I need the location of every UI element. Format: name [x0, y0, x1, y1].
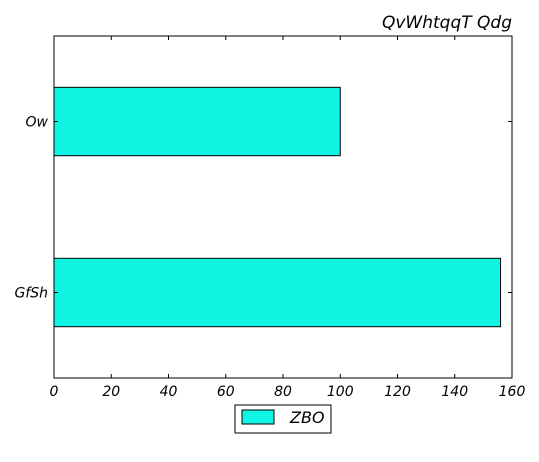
x-tick-label: 60: [217, 384, 235, 400]
x-tick-label: 160: [499, 384, 526, 400]
y-tick-label: Ow: [26, 115, 49, 131]
legend-swatch: [241, 409, 275, 425]
x-tick-label: 120: [384, 384, 411, 400]
bar-GfSh: [53, 257, 502, 328]
x-tick-label: 80: [274, 384, 292, 400]
chart-title: QvWhtqqT Qdg: [382, 13, 512, 33]
x-tick-label: 100: [327, 384, 354, 400]
x-tick-label: 140: [441, 384, 468, 400]
y-axis-ticks: GfSh Ow: [14, 115, 512, 302]
x-axis-ticks: 0 20 40 60 80 100 120 140 160: [50, 36, 526, 400]
bars-group: [53, 86, 502, 328]
x-tick-label: 40: [160, 384, 178, 400]
x-tick-label: 20: [102, 384, 120, 400]
x-tick-label: 0: [50, 384, 59, 400]
y-tick-label: GfSh: [14, 286, 48, 302]
legend-label: ZBO: [289, 408, 325, 427]
bar-Ow: [53, 86, 341, 157]
legend: ZBO: [234, 404, 332, 434]
